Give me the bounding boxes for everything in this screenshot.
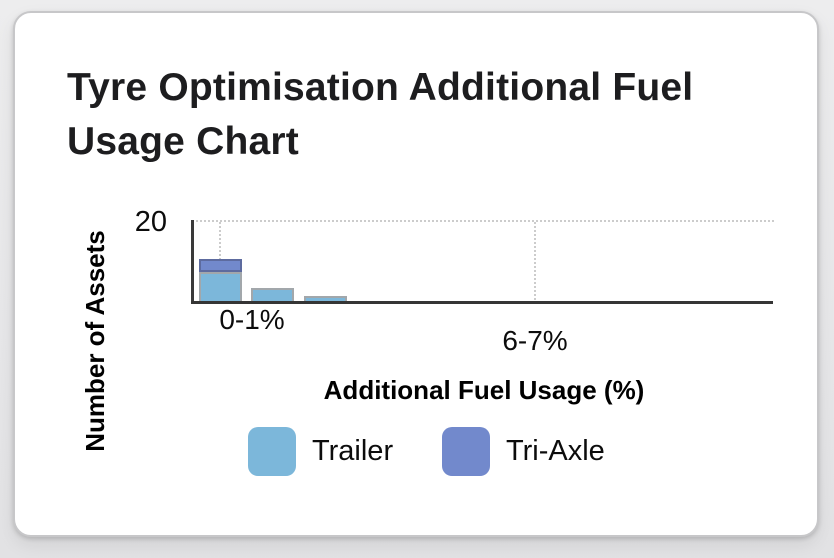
legend-item-trailer: Trailer xyxy=(248,427,393,476)
y-axis-tick-label-20: 20 xyxy=(134,206,167,238)
trailer-legend-label: Trailer xyxy=(312,435,394,467)
y-axis-title: Number of Assets xyxy=(80,230,110,452)
x-axis-tick-label-0-1: 0-1% xyxy=(219,304,285,335)
x-axis-title: Additional Fuel Usage (%) xyxy=(323,375,645,405)
x-axis-tick-label-6-7: 6-7% xyxy=(502,325,568,356)
trailer-legend-swatch xyxy=(248,427,296,476)
legend-item-tri-axle: Tri-Axle xyxy=(442,427,605,476)
bar-segment-trailer-0-1- xyxy=(198,271,242,304)
tri-axle-legend-label: Tri-Axle xyxy=(506,435,605,467)
y-axis-line xyxy=(191,220,194,304)
chart-title-line-2: Usage Chart xyxy=(67,120,299,163)
tri-axle-legend-swatch xyxy=(442,427,490,476)
plot-area xyxy=(192,220,774,304)
x-axis-line xyxy=(191,301,773,304)
bar-segment-tri-axle-0-1- xyxy=(198,259,242,272)
vertical-gridline-6-7% xyxy=(534,222,536,304)
chart-card: Tyre Optimisation Additional Fuel Usage … xyxy=(13,11,819,537)
chart-title: Tyre Optimisation Additional Fuel Usage … xyxy=(67,61,693,169)
chart-title-line-1: Tyre Optimisation Additional Fuel xyxy=(67,66,694,109)
